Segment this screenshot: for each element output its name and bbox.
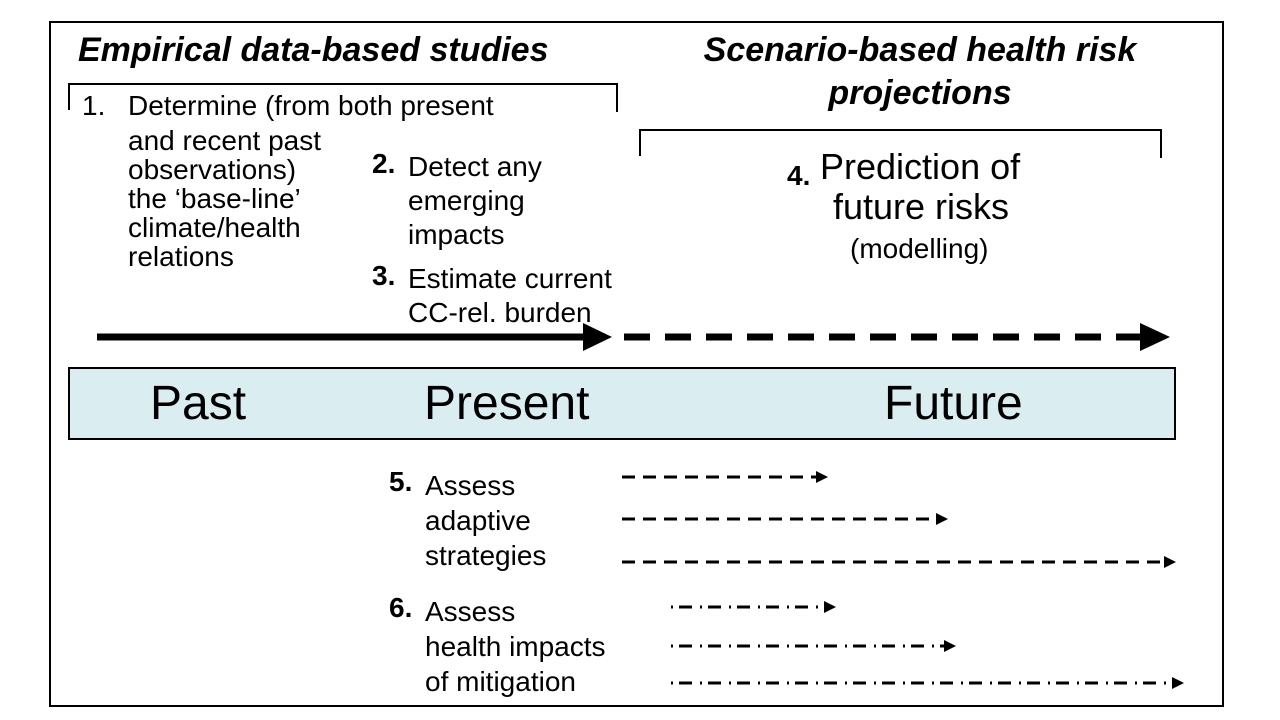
scenario-heading-line2: projections: [828, 74, 1012, 112]
step-2-number: 2.: [372, 148, 396, 179]
mitigation-arrow-short-head: [824, 601, 836, 613]
timeline-future: Future: [884, 377, 1023, 430]
empirical-heading: Empirical data-based studies: [78, 31, 549, 69]
step-3-number: 3.: [372, 260, 396, 291]
step-6-number: 6.: [389, 592, 413, 623]
step-4-line2: future risks: [833, 186, 1010, 227]
scenario-bracket: [639, 129, 1162, 158]
mitigation-arrow-medium-head: [944, 640, 956, 652]
step-6-text: Assess health impacts of mitigation: [425, 596, 606, 697]
step-5-number: 5.: [389, 466, 413, 497]
diagram-frame: [49, 21, 1224, 707]
solid-arrow-head: [583, 323, 612, 351]
step-1-first-line: Determine (from both present: [128, 90, 494, 121]
timeline-present: Present: [424, 377, 590, 430]
empirical-bracket: [68, 83, 618, 112]
mitigation-arrow-long-head: [1172, 677, 1184, 689]
scenario-heading-line1: Scenario-based health risk: [703, 31, 1137, 69]
step-1-number: 1.: [82, 90, 106, 121]
step-5-text: Assess adaptive strategies: [425, 470, 547, 571]
timeline-past: Past: [150, 377, 247, 430]
timeline-band: [68, 367, 1176, 440]
adaptive-arrow-medium-head: [936, 513, 948, 525]
step-4-line3: (modelling): [850, 233, 989, 264]
step-1-text: and recent past observations) the ‘base-…: [128, 125, 322, 272]
adaptive-arrow-long-head: [1164, 556, 1176, 568]
dashed-arrow-head: [1140, 323, 1170, 351]
step-2-text: Detect any emerging impacts: [408, 151, 542, 250]
step-4-number: 4.: [787, 160, 811, 191]
step-4-line1: Prediction of: [820, 146, 1021, 187]
step-3-text: Estimate current CC-rel. burden: [408, 263, 612, 328]
step-1: 1.: [82, 92, 105, 120]
adaptive-arrow-short-head: [816, 471, 828, 483]
